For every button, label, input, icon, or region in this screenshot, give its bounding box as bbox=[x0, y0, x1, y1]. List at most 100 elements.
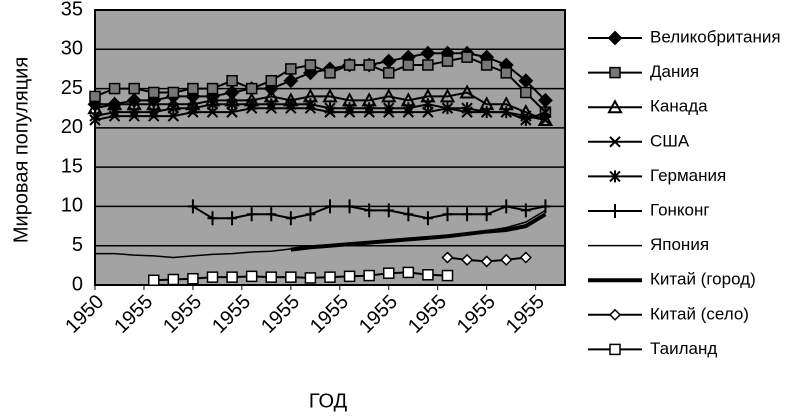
marker bbox=[148, 86, 160, 99]
marker bbox=[304, 98, 317, 111]
point bbox=[520, 86, 532, 99]
point bbox=[246, 207, 257, 222]
legend-label: Канада bbox=[650, 97, 708, 116]
marker bbox=[520, 114, 532, 126]
marker bbox=[344, 199, 355, 214]
point bbox=[383, 203, 394, 218]
marker bbox=[325, 199, 335, 214]
plot-frame bbox=[94, 9, 566, 286]
marker bbox=[227, 211, 238, 226]
marker bbox=[461, 102, 473, 115]
point bbox=[539, 106, 552, 119]
x-tick-label: 1955 bbox=[453, 291, 500, 338]
y-tick-label: 25 bbox=[61, 77, 83, 99]
marker bbox=[128, 82, 140, 95]
point bbox=[420, 45, 436, 61]
marker bbox=[245, 98, 258, 111]
point bbox=[206, 82, 219, 95]
legend-label: Япония bbox=[650, 235, 709, 254]
marker bbox=[108, 82, 121, 95]
point bbox=[324, 271, 336, 283]
marker bbox=[518, 73, 534, 89]
legend-label: США bbox=[650, 131, 690, 150]
marker bbox=[500, 106, 512, 119]
y-tick-label: 15 bbox=[61, 155, 83, 177]
marker bbox=[481, 207, 492, 222]
marker bbox=[520, 203, 531, 218]
point bbox=[480, 106, 493, 119]
point bbox=[187, 102, 199, 115]
marker bbox=[609, 343, 621, 356]
point bbox=[461, 51, 473, 63]
point bbox=[402, 102, 415, 115]
point bbox=[285, 271, 297, 283]
x-tick-label: 1955 bbox=[110, 291, 157, 338]
marker bbox=[187, 199, 198, 214]
legend-label: Гонконг bbox=[650, 200, 710, 219]
point bbox=[343, 102, 356, 115]
point bbox=[148, 274, 160, 287]
marker bbox=[285, 271, 297, 283]
marker bbox=[539, 106, 552, 119]
point bbox=[459, 84, 475, 99]
legend-label: Китай (город) bbox=[650, 270, 756, 289]
marker bbox=[403, 207, 414, 222]
point bbox=[364, 203, 375, 218]
marker bbox=[420, 45, 436, 61]
legend-label: Китай (село) bbox=[650, 304, 749, 323]
y-tick-label: 35 bbox=[61, 0, 83, 20]
marker bbox=[167, 102, 180, 115]
series-line bbox=[94, 103, 546, 122]
point bbox=[304, 98, 317, 111]
x-tick-label: 1955 bbox=[355, 291, 402, 338]
point bbox=[206, 271, 219, 283]
point bbox=[167, 273, 180, 286]
marker bbox=[442, 207, 453, 222]
marker bbox=[610, 204, 620, 218]
marker bbox=[207, 211, 218, 226]
point bbox=[439, 88, 456, 103]
point bbox=[128, 106, 140, 119]
point bbox=[128, 82, 140, 95]
series-line bbox=[153, 271, 448, 282]
x-axis-label: ГОД bbox=[309, 390, 348, 412]
point bbox=[108, 106, 121, 119]
marker bbox=[226, 74, 238, 87]
marker bbox=[383, 203, 394, 218]
point bbox=[324, 67, 336, 79]
marker bbox=[283, 73, 299, 89]
point bbox=[500, 106, 512, 119]
marker bbox=[245, 82, 258, 95]
point bbox=[520, 203, 531, 218]
marker bbox=[246, 207, 257, 222]
marker bbox=[422, 269, 434, 281]
marker bbox=[520, 86, 532, 99]
marker bbox=[609, 136, 621, 148]
marker bbox=[206, 98, 219, 111]
point bbox=[187, 82, 199, 95]
marker bbox=[343, 102, 356, 115]
point bbox=[441, 102, 454, 115]
x-tick-label: 1955 bbox=[306, 291, 353, 338]
legend-label: Таиланд bbox=[650, 339, 717, 358]
marker bbox=[459, 84, 475, 99]
point bbox=[461, 253, 474, 266]
point bbox=[441, 251, 454, 264]
point bbox=[304, 59, 317, 71]
marker bbox=[402, 266, 415, 279]
series bbox=[89, 98, 552, 126]
point bbox=[363, 102, 375, 115]
marker bbox=[422, 211, 433, 226]
point bbox=[226, 271, 238, 283]
point bbox=[422, 211, 433, 226]
marker bbox=[422, 59, 434, 71]
series bbox=[290, 212, 547, 252]
y-axis-label: Мировая популяция bbox=[10, 57, 32, 243]
point bbox=[227, 211, 238, 226]
marker bbox=[383, 267, 395, 279]
point bbox=[381, 53, 397, 69]
marker bbox=[480, 255, 493, 268]
point bbox=[89, 110, 101, 123]
point bbox=[402, 59, 415, 71]
marker bbox=[363, 269, 375, 282]
